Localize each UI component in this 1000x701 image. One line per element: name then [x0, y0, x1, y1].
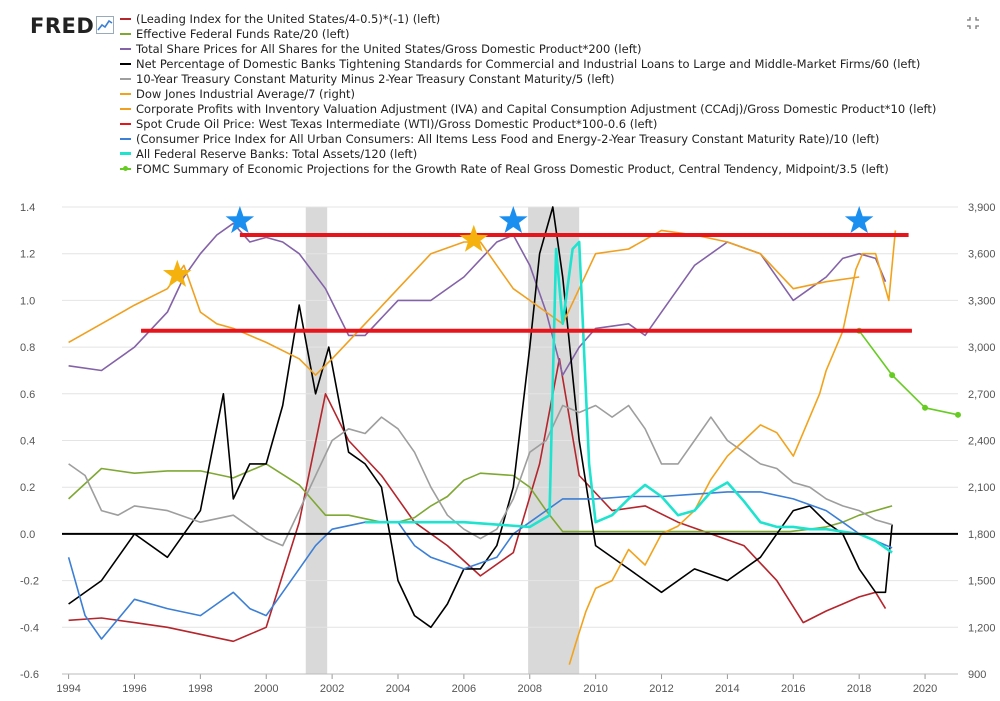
- star-marker: [499, 206, 528, 234]
- series-line: [568, 230, 897, 665]
- legend-label: 10-Year Treasury Constant Maturity Minus…: [136, 72, 615, 86]
- legend-item[interactable]: Corporate Profits with Inventory Valuati…: [120, 102, 936, 117]
- legend-swatch: [120, 107, 131, 110]
- x-tick-label: 2020: [913, 683, 937, 695]
- x-tick-label: 2018: [847, 683, 871, 695]
- series-line: [68, 404, 893, 547]
- legend-item[interactable]: All Federal Reserve Banks: Total Assets/…: [120, 147, 417, 162]
- line-chart-icon: [96, 16, 114, 34]
- legend-label: Dow Jones Industrial Average/7 (right): [136, 87, 356, 101]
- x-tick-label: 2016: [781, 683, 805, 695]
- legend-label: Net Percentage of Domestic Banks Tighten…: [136, 57, 921, 71]
- x-tick-label: 1994: [56, 683, 80, 695]
- legend-label: Spot Crude Oil Price: West Texas Interme…: [136, 117, 658, 131]
- grid: [62, 206, 958, 675]
- legend-label: Corporate Profits with Inventory Valuati…: [136, 102, 937, 116]
- legend-swatch: [120, 62, 131, 65]
- legend-item[interactable]: FOMC Summary of Economic Projections for…: [120, 162, 889, 177]
- star-marker: [844, 206, 874, 234]
- legend-swatch: [120, 17, 131, 20]
- legend-swatch: [120, 137, 131, 140]
- x-tick-label: 2006: [452, 683, 476, 695]
- series-line: [68, 206, 893, 629]
- right-tick-label: 3,000: [968, 342, 996, 354]
- legend-item[interactable]: (Consumer Price Index for All Urban Cons…: [120, 132, 879, 147]
- expand-icon[interactable]: [966, 16, 980, 30]
- legend-label: All Federal Reserve Banks: Total Assets/…: [136, 147, 418, 161]
- legend-item[interactable]: Effective Federal Funds Rate/20 (left): [120, 27, 350, 42]
- right-tick-label: 1,800: [968, 529, 996, 541]
- left-tick-label: -0.4: [20, 622, 39, 634]
- legend-label: Total Share Prices for All Shares for th…: [136, 42, 642, 56]
- series-point: [955, 411, 961, 418]
- series-line: [858, 330, 959, 416]
- series-line: [68, 357, 887, 643]
- legend-swatch: [120, 92, 131, 95]
- annotations: [62, 206, 958, 535]
- left-tick-label: -0.6: [20, 669, 39, 681]
- right-tick-label: 3,900: [968, 202, 996, 214]
- left-tick-label: 0.0: [20, 529, 35, 541]
- star-marker: [225, 206, 255, 234]
- x-tick-label: 2002: [320, 683, 344, 695]
- legend-item[interactable]: 10-Year Treasury Constant Maturity Minus…: [120, 72, 615, 87]
- x-tick-label: 1998: [188, 683, 212, 695]
- right-tick-label: 2,400: [968, 436, 996, 448]
- legend-swatch: [120, 47, 131, 50]
- legend-swatch: [120, 77, 131, 80]
- right-tick-label: 3,300: [968, 295, 996, 307]
- left-tick-label: 0.6: [20, 389, 35, 401]
- right-tick-label: 2,100: [968, 482, 996, 494]
- fred-logo: FRED: [30, 14, 95, 38]
- series-point: [889, 372, 896, 379]
- x-tick-label: 1996: [122, 683, 146, 695]
- legend-label: Effective Federal Funds Rate/20 (left): [136, 27, 350, 41]
- star-marker: [459, 224, 488, 252]
- legend-item[interactable]: Spot Crude Oil Price: West Texas Interme…: [120, 117, 657, 132]
- legend-swatch: [120, 122, 131, 125]
- star-marker: [163, 259, 192, 287]
- series-line: [67, 491, 893, 640]
- x-tick-label: 2014: [715, 683, 739, 695]
- legend-item[interactable]: (Leading Index for the United States/4-0…: [120, 12, 440, 27]
- right-tick-label: 2,700: [968, 389, 996, 401]
- series-lines: [67, 206, 961, 665]
- series-line: [68, 229, 860, 376]
- x-tick-label: 2010: [583, 683, 607, 695]
- x-tick-label: 2000: [254, 683, 278, 695]
- legend-label: (Consumer Price Index for All Urban Cons…: [136, 132, 880, 146]
- legend-item[interactable]: Total Share Prices for All Shares for th…: [120, 42, 642, 57]
- left-tick-label: 0.8: [20, 342, 35, 354]
- series-point: [922, 404, 929, 411]
- right-tick-label: 900: [968, 669, 986, 681]
- left-tick-label: 0.4: [20, 436, 35, 448]
- legend-label: FOMC Summary of Economic Projections for…: [136, 162, 889, 176]
- left-tick-label: 1.4: [20, 202, 35, 214]
- left-tick-label: 0.2: [20, 482, 35, 494]
- left-tick-label: 1.2: [20, 249, 35, 261]
- series-line: [365, 240, 893, 554]
- legend-item[interactable]: Net Percentage of Domestic Banks Tighten…: [120, 57, 920, 72]
- right-tick-label: 1,500: [968, 576, 996, 588]
- legend-label: (Leading Index for the United States/4-0…: [136, 12, 441, 26]
- legend-swatch: [120, 152, 131, 155]
- axes: -0.6 -0.4 -0.2 0.0 0.2 0.4 0.6 0.8 1.0 1.2 1.4 900 1…: [20, 202, 996, 695]
- right-tick-label: 3,600: [968, 249, 996, 261]
- x-tick-label: 2004: [386, 683, 410, 695]
- x-tick-label: 2008: [518, 683, 542, 695]
- legend-swatch: [120, 32, 131, 35]
- legend-swatch: [120, 165, 131, 171]
- left-tick-label: 1.0: [20, 295, 35, 307]
- right-tick-label: 1,200: [968, 622, 996, 634]
- left-tick-label: -0.2: [20, 576, 39, 588]
- series-line: [68, 222, 887, 376]
- legend-item[interactable]: Dow Jones Industrial Average/7 (right): [120, 87, 355, 102]
- x-tick-label: 2012: [649, 683, 673, 695]
